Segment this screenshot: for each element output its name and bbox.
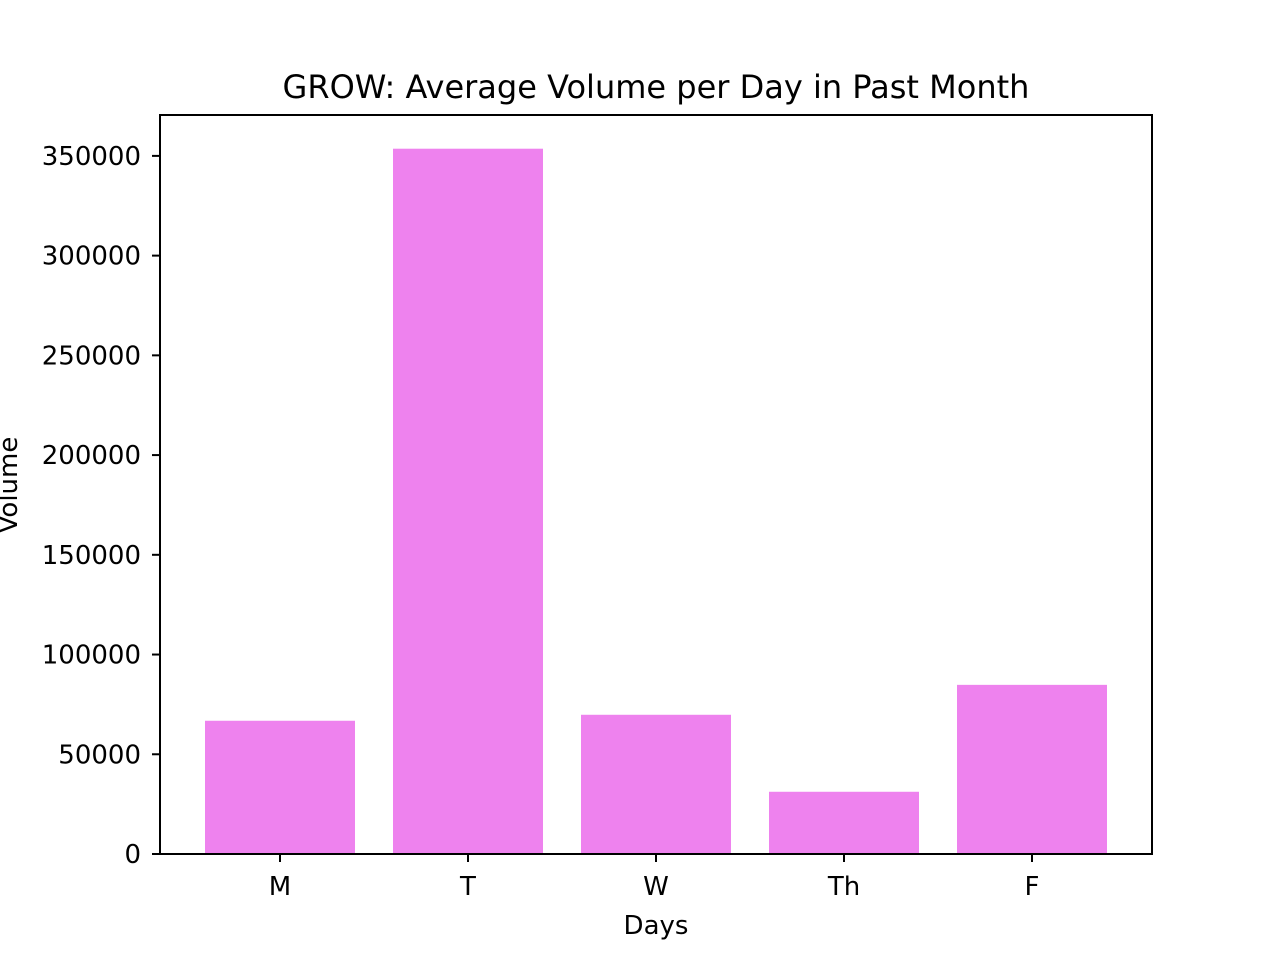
x-axis-ticks: M T W Th F (269, 854, 1040, 902)
bars-layer (205, 148, 1107, 855)
bar-f (957, 684, 1107, 854)
x-tick-label: W (643, 872, 669, 902)
bar-t (393, 148, 543, 855)
y-axis-ticks: 0 50000 100000 150000 200000 250000 300000 3500… (42, 142, 160, 870)
y-tick-label: 250000 (42, 341, 141, 371)
y-tick-label: 0 (124, 840, 141, 870)
y-axis-label: Volume (0, 437, 24, 534)
x-axis-label: Days (624, 911, 689, 941)
y-tick-label: 100000 (42, 641, 141, 671)
y-tick-label: 300000 (42, 242, 141, 272)
y-tick-label: 350000 (42, 142, 141, 172)
chart-title: GROW: Average Volume per Day in Past Mon… (283, 68, 1030, 106)
y-tick-label: 50000 (58, 740, 141, 770)
bar-m (205, 720, 355, 854)
x-tick-label: T (459, 872, 476, 902)
x-tick-label: Th (827, 872, 860, 902)
y-tick-label: 150000 (42, 541, 141, 571)
plot-area-frame (159, 114, 1153, 855)
x-tick-label: F (1025, 872, 1040, 902)
bar-w (581, 714, 731, 854)
x-tick-label: M (269, 872, 291, 902)
bar-th (769, 791, 919, 854)
y-tick-label: 200000 (42, 441, 141, 471)
